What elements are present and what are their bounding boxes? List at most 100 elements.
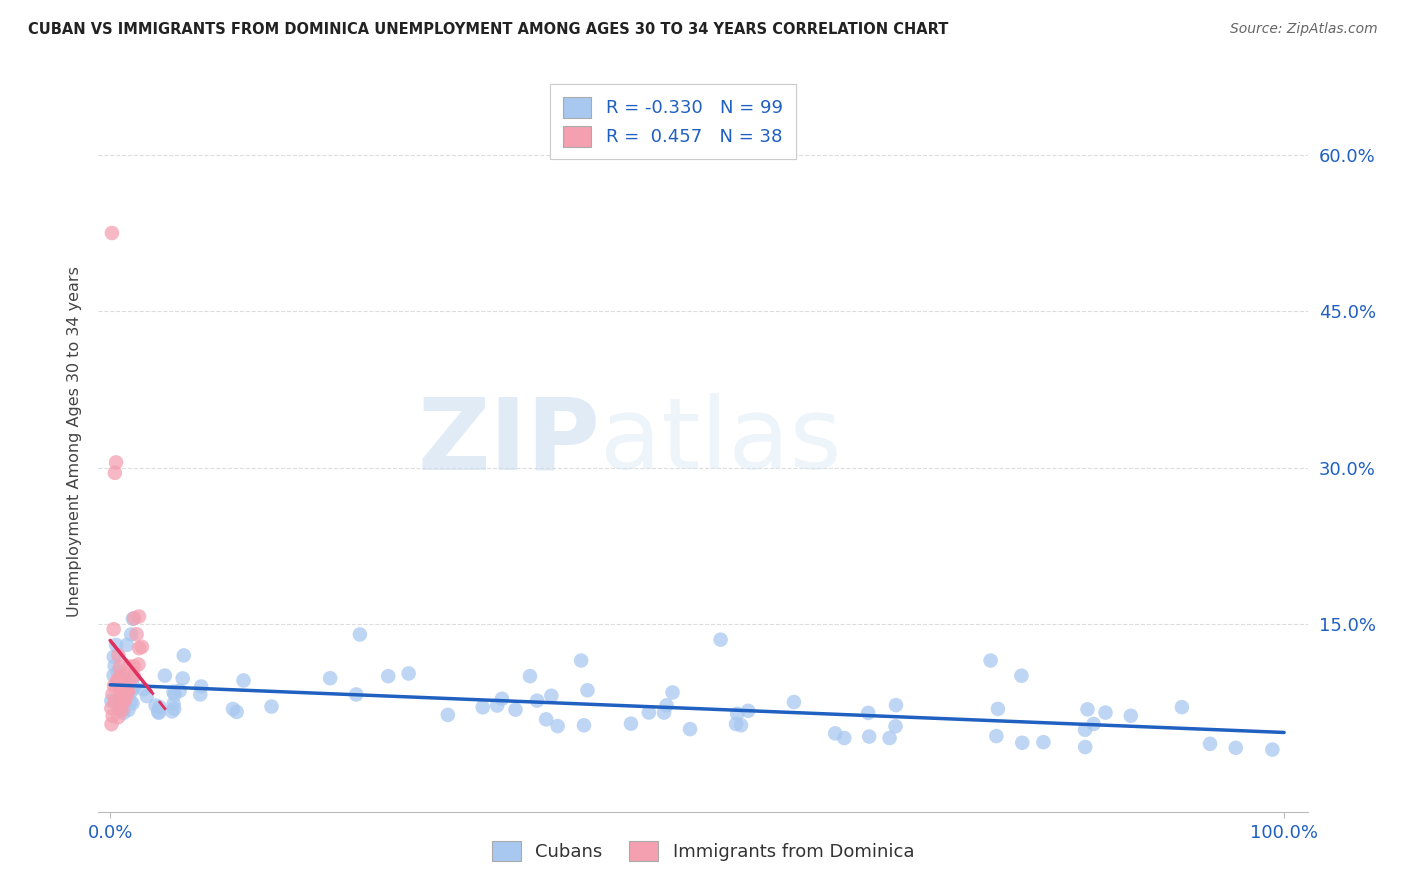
Point [112,706,135,720]
Point [540,689,562,703]
Point [110,700,132,714]
Text: ZIP: ZIP [418,393,600,490]
Point [135,689,157,703]
Point [125,627,148,641]
Point [108,693,131,707]
Point [1032,735,1054,749]
Point [1119,708,1142,723]
Point [112,669,135,683]
Point [117,703,139,717]
Point [1083,717,1105,731]
Point [172,672,194,686]
Point [114,691,136,706]
Point [730,718,752,732]
Point [163,702,186,716]
Point [1199,737,1222,751]
Point [107,648,129,663]
Point [118,659,141,673]
Point [121,697,143,711]
Point [104,466,127,480]
Point [149,700,172,714]
Point [569,653,592,667]
Point [132,682,155,697]
Point [120,627,142,641]
Point [620,716,643,731]
Point [858,706,880,720]
Point [111,676,134,690]
Point [121,671,143,685]
Point [724,717,747,731]
Point [980,653,1002,667]
Point [112,689,135,703]
Point [160,705,183,719]
Point [1225,740,1247,755]
Point [105,638,128,652]
Point [576,683,599,698]
Point [100,701,122,715]
Point [103,695,125,709]
Point [225,705,247,719]
Point [121,684,143,698]
Text: Source: ZipAtlas.com: Source: ZipAtlas.com [1230,22,1378,37]
Point [319,671,342,685]
Point [986,729,1008,743]
Point [1171,700,1194,714]
Point [121,672,143,686]
Point [120,695,142,709]
Point [173,648,195,663]
Point [148,706,170,720]
Point [103,679,125,693]
Point [112,703,135,717]
Point [127,657,149,672]
Point [101,687,124,701]
Point [725,706,748,721]
Point [987,702,1010,716]
Point [108,701,131,715]
Point [117,689,139,703]
Point [398,666,420,681]
Point [534,712,557,726]
Point [103,668,125,682]
Point [122,611,145,625]
Point [105,455,128,469]
Point [879,731,901,745]
Point [117,684,139,698]
Point [1261,742,1284,756]
Point [679,722,702,736]
Point [122,681,145,695]
Point [103,622,125,636]
Point [661,685,683,699]
Point [491,691,513,706]
Point [190,680,212,694]
Text: CUBAN VS IMMIGRANTS FROM DOMINICA UNEMPLOYMENT AMONG AGES 30 TO 34 YEARS CORRELA: CUBAN VS IMMIGRANTS FROM DOMINICA UNEMPL… [28,22,949,37]
Point [115,638,138,652]
Point [117,684,139,698]
Point [108,669,131,683]
Point [104,658,127,673]
Point [637,706,659,720]
Point [163,688,186,702]
Text: atlas: atlas [600,393,842,490]
Legend: Cubans, Immigrants from Dominica: Cubans, Immigrants from Dominica [479,828,927,874]
Point [162,697,184,711]
Point [108,669,131,683]
Point [824,726,846,740]
Point [115,686,138,700]
Legend: R = -0.330   N = 99, R =  0.457   N = 38: R = -0.330 N = 99, R = 0.457 N = 38 [550,84,796,159]
Point [114,680,136,694]
Point [145,698,167,713]
Point [188,687,211,701]
Point [437,707,460,722]
Point [486,698,509,713]
Point [122,681,145,695]
Point [153,668,176,682]
Point [783,695,806,709]
Point [519,669,541,683]
Point [105,673,128,687]
Point [103,649,125,664]
Point [112,698,135,713]
Point [112,694,135,708]
Point [232,673,254,688]
Point [1076,702,1098,716]
Point [121,612,143,626]
